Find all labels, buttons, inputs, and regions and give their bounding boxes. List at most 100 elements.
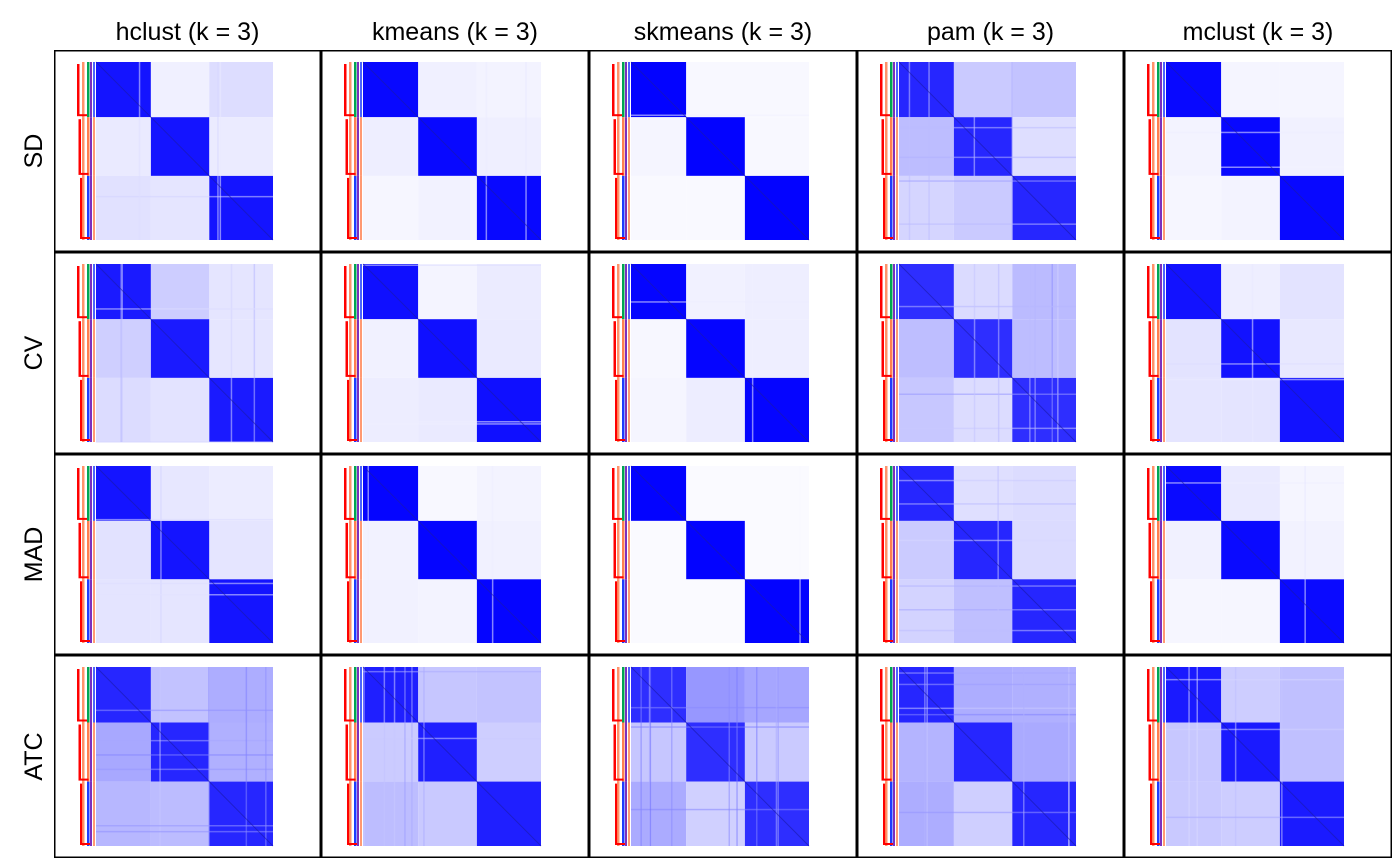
annotation-bar [628, 117, 630, 176]
annotation-bar [93, 579, 95, 643]
annotation-bar [893, 579, 895, 643]
consensus-texture-line [1251, 264, 1254, 442]
diagonal-line [208, 377, 274, 443]
consensus-block-between [1221, 579, 1280, 643]
annotation-tick [1150, 237, 1160, 239]
consensus-block-between [631, 319, 687, 378]
annotation-bar [622, 319, 625, 378]
consensus-block-between [150, 264, 210, 320]
annotation-bar [628, 175, 630, 240]
annotation-bar [345, 724, 348, 780]
annotation-bar [1152, 781, 1155, 846]
annotation-bar [1150, 581, 1153, 641]
annotation-bar [1152, 175, 1155, 240]
annotation-bar [1157, 579, 1160, 643]
annotation-tick [1148, 172, 1159, 175]
consensus-texture-line [217, 62, 219, 240]
consensus-block-between [1166, 319, 1222, 378]
heatmap-panel [857, 50, 1124, 252]
diagonal-line [685, 722, 746, 782]
annotation-bar [347, 783, 350, 844]
consensus-texture-line [899, 223, 1076, 225]
annotation-bar [893, 264, 895, 320]
annotation-bar [893, 520, 895, 580]
annotation-bar [82, 377, 85, 442]
panel-border [1124, 454, 1392, 655]
diagonal-line [744, 578, 810, 644]
annotation-bar [357, 781, 359, 846]
annotation-bar [80, 177, 83, 238]
diagonal-line [208, 578, 274, 644]
consensus-block-between [476, 117, 541, 176]
annotation-bar [77, 669, 80, 721]
consensus-texture-line [671, 667, 673, 846]
annotation-bar [885, 781, 888, 846]
annotation-bar [354, 264, 357, 320]
consensus-texture-line [1188, 667, 1190, 846]
annotation-bar [349, 319, 352, 378]
consensus-block-between [1279, 117, 1344, 176]
panel-border [857, 50, 1124, 252]
heatmap-panel [54, 454, 321, 655]
annotation-bar [93, 520, 95, 580]
consensus-texture-line [899, 180, 1076, 182]
consensus-block-between [418, 264, 477, 320]
panel-border [857, 252, 1124, 454]
annotation-bar [896, 466, 898, 521]
annotation-bar [78, 321, 81, 376]
annotation-bar [93, 722, 95, 782]
consensus-block-between [1221, 667, 1280, 723]
diagonal-line [362, 61, 419, 118]
annotation-bar [82, 117, 85, 176]
annotation-bar [354, 520, 357, 580]
annotation-bar [896, 722, 898, 782]
annotation-bar [1163, 667, 1165, 723]
consensus-texture-line [926, 667, 928, 846]
annotation-bar [1160, 781, 1162, 846]
annotation-bar [896, 175, 898, 240]
annotation-bar [360, 466, 362, 521]
consensus-texture-line [899, 427, 1076, 430]
consensus-block-between [363, 579, 419, 643]
annotation-bar [885, 377, 888, 442]
annotation-bar [90, 520, 92, 580]
annotation-bar [615, 783, 618, 844]
annotation-tick [613, 374, 624, 377]
consensus-texture-line [363, 667, 365, 846]
consensus-texture-line [485, 62, 488, 240]
annotation-bar [881, 321, 884, 376]
annotation-bar [1152, 264, 1155, 320]
panel-border [321, 252, 589, 454]
consensus-texture-line [1166, 378, 1344, 381]
consensus-block-between [209, 264, 273, 320]
annotation-tick [80, 843, 90, 845]
annotation-bar [93, 377, 95, 442]
annotation-bar [625, 175, 627, 240]
diagonal-line [208, 175, 274, 241]
heatmap-panel [1124, 50, 1392, 252]
annotation-bar [87, 579, 90, 643]
annotation-bar [357, 117, 359, 176]
diagonal-line [1011, 781, 1077, 847]
annotation-bar [1163, 319, 1165, 378]
diagonal-line [476, 377, 542, 443]
annotation-tick [880, 517, 890, 520]
annotation-tick [344, 719, 354, 722]
consensus-block-between [476, 62, 541, 118]
consensus-texture-line [908, 62, 911, 240]
annotation-bar [1160, 319, 1162, 378]
annotation-bar [357, 579, 359, 643]
consensus-block-between [418, 781, 477, 846]
annotation-bar [880, 266, 883, 318]
consensus-block-between [418, 175, 477, 240]
consensus-texture-line [411, 667, 413, 846]
consensus-texture-line [96, 709, 273, 712]
row-title: MAD [20, 527, 48, 583]
annotation-bar [612, 669, 615, 721]
consensus-texture-line [208, 667, 210, 846]
consensus-block-between [686, 579, 745, 643]
consensus-block-between [899, 520, 954, 580]
annotation-bar [80, 783, 83, 844]
diagonal-line [898, 61, 955, 118]
annotation-bar [615, 581, 618, 641]
